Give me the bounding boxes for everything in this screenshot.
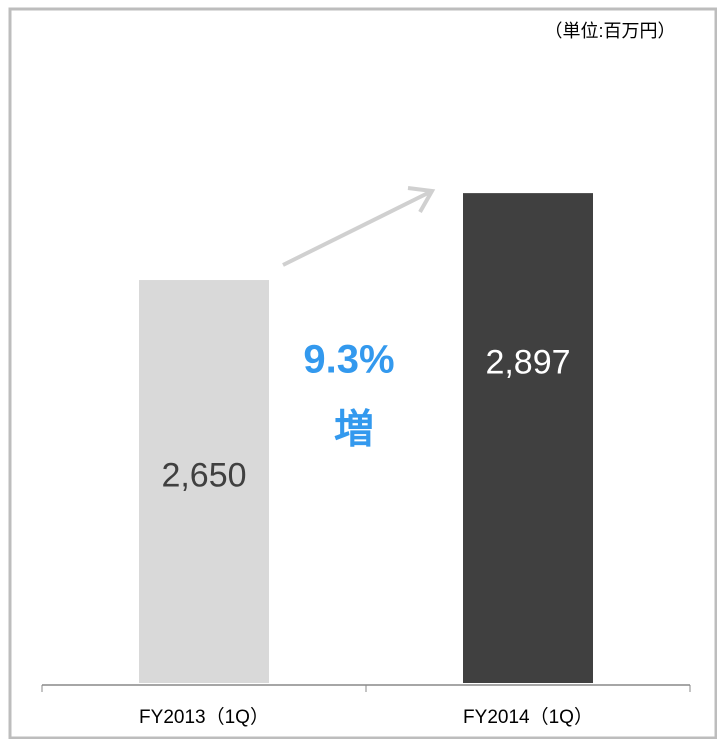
- unit-label: （単位:百万円）: [544, 21, 675, 41]
- x-tick-label: FY2014（1Q）: [463, 706, 593, 728]
- arrow: [282, 190, 431, 267]
- annotation: 増: [334, 408, 374, 452]
- bar: [139, 280, 269, 683]
- value-label: 2,897: [485, 344, 570, 382]
- arrow-head: [407, 186, 436, 213]
- value-label: 2,650: [161, 456, 246, 494]
- x-tick-label: FY2013（1Q）: [139, 706, 269, 728]
- annotation: 9.3%: [303, 338, 394, 382]
- bar: [463, 193, 593, 683]
